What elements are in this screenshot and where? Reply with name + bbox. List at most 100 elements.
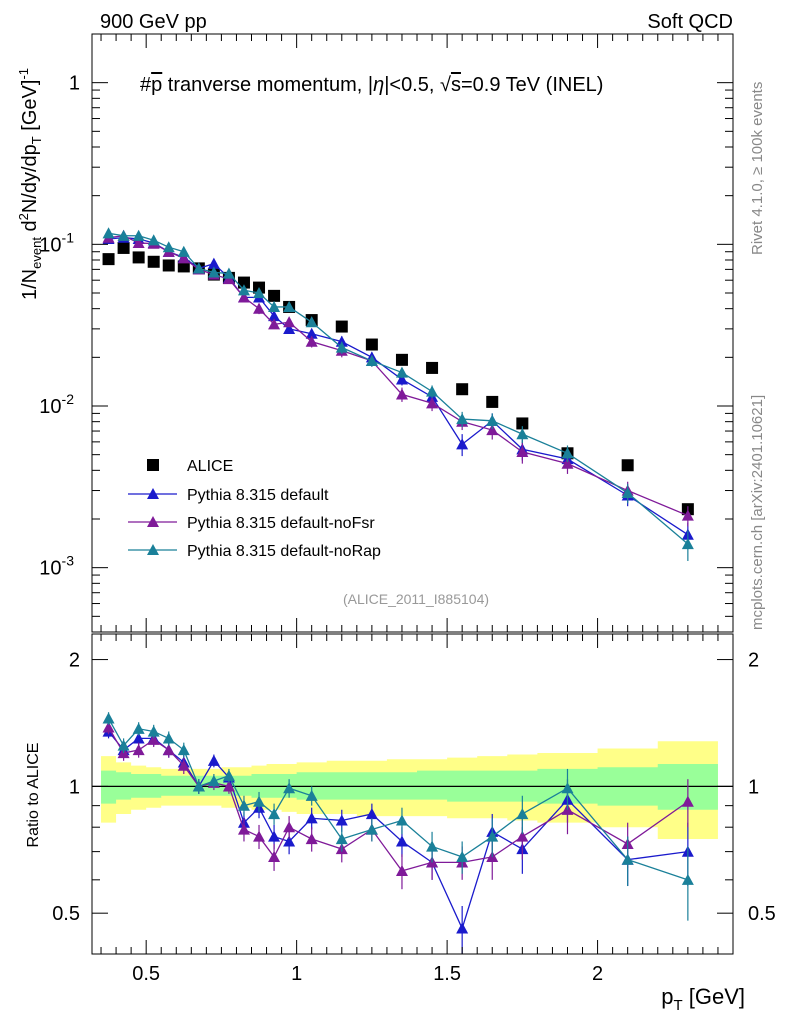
point-nofsr — [681, 509, 694, 521]
ratio-y-tick-label: 0.5 — [52, 903, 80, 925]
point-norap — [147, 234, 160, 246]
legend-marker-default — [147, 488, 159, 499]
point-default — [268, 310, 281, 322]
point-norap — [237, 284, 250, 296]
point-norap — [132, 229, 145, 241]
ratio-point-norap — [456, 850, 469, 863]
ratio-point-norap — [486, 830, 499, 842]
ratio-point-norap — [102, 712, 115, 724]
ratio-y-tick-label-right: 0.5 — [748, 903, 776, 925]
analysis-tag: (ALICE_2011_I885104) — [343, 591, 489, 607]
point-norap — [177, 245, 190, 257]
point-nofsr — [132, 236, 145, 249]
ratio-y-tick-label-right: 1 — [748, 776, 759, 798]
ratio-point-norap — [177, 743, 190, 756]
legend-marker-nofsr — [147, 516, 159, 527]
point-norap — [456, 413, 469, 425]
x-tick-label: 0.5 — [132, 963, 160, 985]
point-norap — [207, 266, 220, 278]
alice-point — [117, 241, 130, 254]
ratio-point-default — [207, 754, 220, 766]
ratio-point-nofsr — [395, 864, 408, 876]
alice-point — [102, 253, 115, 266]
ratio-point-nofsr — [283, 821, 296, 833]
alice-point — [237, 276, 250, 289]
point-nofsr — [237, 291, 250, 303]
point-norap — [117, 229, 130, 241]
y-tick-label: 10-2 — [39, 391, 74, 418]
legend-label-norap: Pythia 8.315 default-noRap — [187, 543, 381, 560]
ratio-frame — [91, 633, 734, 955]
header-left: 900 GeV pp — [100, 11, 207, 33]
ratio-point-norap — [162, 732, 175, 744]
point-norap — [283, 300, 296, 313]
point-default — [456, 438, 469, 450]
ratio-point-nofsr — [177, 759, 190, 771]
point-default — [395, 373, 408, 385]
ratio-y-tick-label: 1 — [69, 776, 80, 798]
ratio-point-norap — [253, 795, 266, 807]
y-tick-label: 1 — [69, 73, 80, 95]
ratio-point-norap — [207, 774, 220, 787]
alice-point — [486, 395, 499, 408]
point-norap — [162, 241, 175, 253]
ratio-point-norap — [117, 739, 130, 751]
ratio-point-norap — [516, 807, 529, 820]
main-title: #p tranverse momentum, |η|<0.5, √s=0.9 T… — [140, 74, 603, 96]
point-default — [283, 322, 296, 334]
ratio-point-norap — [147, 725, 160, 737]
alice-point — [365, 338, 378, 351]
ratio-y-tick-label: 2 — [69, 650, 80, 672]
ratio-point-norap — [222, 769, 235, 781]
ratio-point-default — [395, 835, 408, 847]
point-norap — [395, 366, 408, 378]
legend-marker-norap — [147, 544, 159, 555]
alice-point — [426, 361, 439, 374]
x-tick-label: 2 — [592, 963, 603, 985]
point-norap — [681, 538, 694, 550]
point-default — [207, 257, 220, 269]
main-ylabel: 1/Nevent d2N/dy/dpT [GeV]-1 — [16, 68, 44, 300]
point-norap — [621, 486, 634, 499]
ratio-panel: 0.5 1 1.5 2 0.5 0.5 1 1 2 2 Ratio to ALICE pT [Ge… — [25, 633, 776, 1014]
point-nofsr — [426, 397, 439, 409]
ratio-point-nofsr — [132, 743, 145, 756]
main-panel: 1 10-1 10-2 10-3 #p tranverse momentum, |η|… — [16, 33, 734, 633]
alice-point — [177, 260, 190, 273]
ratio-point-nofsr — [147, 733, 160, 745]
point-nofsr — [253, 302, 266, 314]
alice-point — [456, 383, 469, 396]
ratio-ylabel: Ratio to ALICE — [25, 743, 42, 848]
point-nofsr — [486, 424, 499, 436]
ratio-point-norap — [132, 722, 145, 734]
ratio-point-norap — [283, 782, 296, 794]
ratio-point-norap — [395, 814, 408, 826]
ratio-point-default — [456, 922, 469, 934]
ratio-point-norap — [268, 807, 281, 820]
y-tick-label: 10-3 — [39, 553, 74, 580]
ratio-point-nofsr — [237, 823, 250, 835]
ratio-point-norap — [561, 782, 574, 794]
point-norap — [102, 227, 115, 239]
ratio-point-nofsr — [222, 780, 235, 792]
ratio-point-default — [132, 732, 145, 744]
point-norap — [253, 286, 266, 299]
ratio-point-nofsr — [516, 830, 529, 842]
legend-label-default: Pythia 8.315 default — [187, 487, 329, 504]
ratio-point-nofsr — [681, 795, 694, 807]
point-default — [335, 335, 348, 347]
ratio-point-nofsr — [305, 833, 318, 845]
alice-point — [162, 259, 175, 272]
alice-point — [268, 289, 281, 302]
ratio-point-default — [365, 807, 378, 820]
point-norap — [305, 316, 318, 328]
ratio-y-tick-label-right: 2 — [748, 650, 759, 672]
ratio-point-norap — [681, 873, 694, 885]
mcplots-label: mcplots.cern.ch [arXiv:2401.10621] — [749, 395, 766, 630]
point-norap — [365, 354, 378, 367]
point-norap — [486, 414, 499, 426]
alice-point — [132, 251, 145, 264]
ratio-point-nofsr — [162, 743, 175, 756]
ratio-point-nofsr — [253, 830, 266, 842]
